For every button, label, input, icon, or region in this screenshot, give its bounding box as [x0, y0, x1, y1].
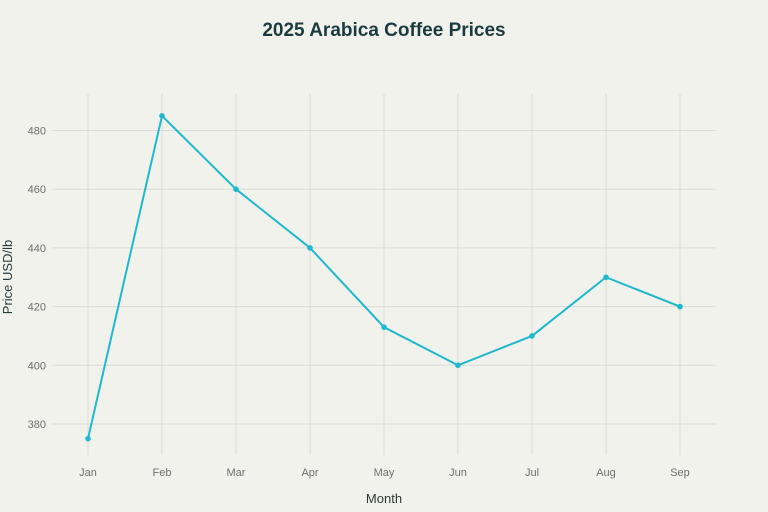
data-point: [381, 324, 387, 330]
x-tick-label: Jun: [449, 467, 467, 479]
y-tick-label: 440: [28, 243, 46, 255]
data-point: [307, 245, 313, 251]
data-point: [233, 186, 239, 192]
y-tick-label: 380: [28, 419, 46, 431]
data-point: [455, 362, 461, 369]
data-point: [603, 274, 609, 281]
x-tick-label: Aug: [596, 467, 616, 479]
x-tick-label: Mar: [227, 467, 246, 479]
x-tick-label: Jul: [525, 467, 539, 479]
data-markers: [85, 113, 683, 442]
data-point: [677, 303, 683, 310]
x-axis: Jan Feb Mar Apr May Jun Jul Aug Sep: [79, 467, 690, 479]
data-point: [529, 333, 535, 339]
chart-title: 2025 Arabica Coffee Prices: [262, 20, 506, 41]
x-tick-label: May: [374, 467, 395, 479]
y-axis: 380 400 420 440 460 480: [28, 126, 46, 432]
data-point: [159, 113, 165, 119]
x-tick-label: Jan: [79, 467, 97, 479]
x-tick-label: Feb: [153, 467, 172, 479]
y-axis-title: Price USD/lb: [0, 240, 15, 314]
y-tick-label: 460: [28, 184, 46, 196]
x-tick-label: Sep: [670, 467, 690, 479]
x-tick-label: Apr: [301, 467, 318, 479]
y-tick-label: 420: [28, 302, 46, 314]
x-axis-title: Month: [366, 491, 402, 506]
y-tick-label: 480: [28, 126, 46, 138]
data-point: [85, 435, 91, 442]
y-tick-label: 400: [28, 360, 46, 372]
grid-lines: [52, 94, 716, 455]
